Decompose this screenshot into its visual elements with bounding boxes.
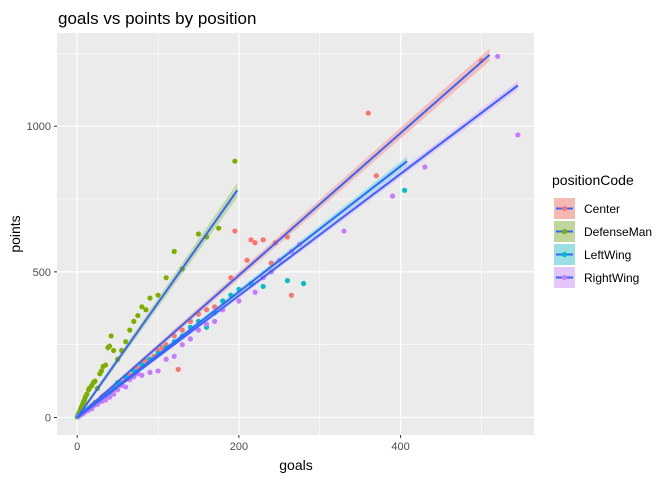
point-Center [248,237,254,243]
legend-label-Center: Center [584,202,620,216]
point-RightWing [195,327,202,333]
point-LeftWing [300,280,307,287]
trend-line-Center [76,54,491,419]
point-RightWing [341,228,347,234]
trend-line-DefenseMan [76,189,239,419]
point-DefenseMan [171,248,177,255]
point-RightWing [171,353,177,359]
point-Center [284,234,291,240]
point-DefenseMan [84,391,90,397]
point-RightWing [389,193,396,199]
point-Center [175,366,181,373]
x-tick-label: 400 [391,441,409,453]
point-DefenseMan [139,304,145,310]
point-Center [228,275,234,281]
legend-label-RightWing: RightWing [584,271,639,285]
point-RightWing [139,372,145,378]
point-Center [203,307,210,313]
point-LeftWing [260,283,266,290]
point-RightWing [187,336,193,342]
point-Center [288,292,295,298]
x-axis: 0 200 400 [74,435,410,453]
point-DefenseMan [123,339,129,345]
point-RightWing [123,384,129,390]
x-tick-label: 200 [230,441,248,453]
point-RightWing [422,164,428,170]
point-DefenseMan [155,292,161,298]
legend: positionCode Center DefenseMan LeftWing Rig… [552,172,652,288]
x-tick-label: 0 [74,441,80,453]
point-RightWing [102,397,109,403]
legend-label-DefenseMan: DefenseMan [584,225,652,239]
point-DefenseMan [147,295,153,301]
point-RightWing [163,356,169,362]
x-axis-title: goals [279,457,312,473]
point-RightWing [212,318,218,324]
trend-lines [76,54,519,419]
y-tick-label: 500 [33,267,51,279]
point-RightWing [110,391,117,397]
point-DefenseMan [98,368,105,374]
point-DefenseMan [131,318,137,324]
point-Center [244,257,250,263]
point-RightWing [203,321,210,327]
y-tick-label: 0 [45,413,51,425]
chart-title: goals vs points by position [58,9,256,28]
legend-title: positionCode [552,172,634,188]
point-Center [179,327,185,333]
point-Center [268,260,274,266]
point-RightWing [252,289,258,295]
point-Center [232,228,238,234]
point-Center [373,173,379,179]
point-RightWing [179,342,185,348]
point-Center [159,345,165,351]
point-DefenseMan [127,327,133,333]
point-RightWing [236,298,242,304]
point-RightWing [147,369,153,375]
point-DefenseMan [102,362,109,368]
point-LeftWing [402,187,408,193]
point-DefenseMan [110,347,117,354]
grid-major [57,33,534,435]
legend-key-point [561,228,568,235]
point-Center [252,240,258,246]
point-RightWing [155,368,161,374]
trend-line-RightWing [76,84,519,419]
y-axis-title: points [7,215,23,252]
point-DefenseMan [108,333,114,339]
legend-label-LeftWing: LeftWing [584,248,631,262]
point-DefenseMan [195,231,202,237]
point-DefenseMan [92,378,98,384]
point-DefenseMan [232,158,238,164]
legend-items: Center DefenseMan LeftWing RightWing [554,198,652,288]
legend-key-point [561,274,568,281]
point-DefenseMan [135,312,141,319]
point-RightWing [515,132,521,138]
point-Center [260,237,266,243]
trend-line-LeftWing [76,160,408,419]
point-DefenseMan [216,225,222,231]
point-RightWing [495,53,501,59]
point-DefenseMan [106,343,113,349]
point-DefenseMan [163,275,169,281]
y-tick-label: 1000 [27,121,51,133]
point-DefenseMan [143,307,149,313]
point-Center [212,304,218,310]
legend-key-point [561,251,568,258]
legend-key-point [561,205,568,212]
point-LeftWing [284,278,291,284]
y-axis: 0 500 1000 [27,121,57,425]
point-Center [365,110,371,116]
point-RightWing [106,394,113,400]
